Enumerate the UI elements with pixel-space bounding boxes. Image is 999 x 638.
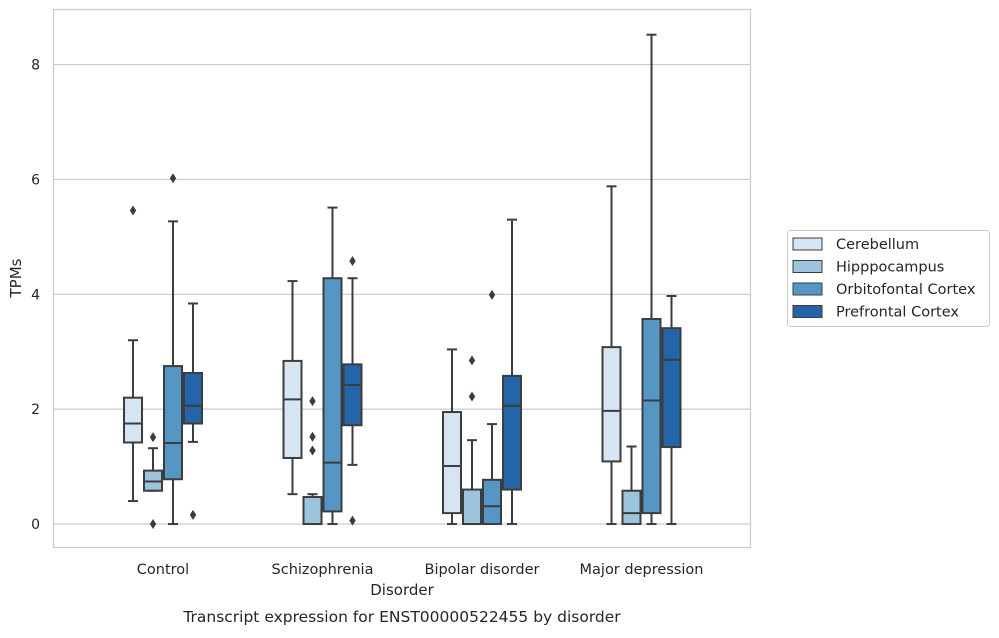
box-plot xyxy=(302,396,323,526)
x-tick-label: Major depression xyxy=(580,562,704,578)
plot-frame xyxy=(52,8,752,549)
y-tick-labels: 0 2 4 6 8 xyxy=(31,58,40,533)
legend-label: Orbitofontal Cortex xyxy=(836,282,976,298)
x-tick-label: Bipolar disorder xyxy=(425,562,540,578)
outlier-point xyxy=(349,515,356,526)
box-plot xyxy=(123,205,143,503)
box-plot xyxy=(442,348,462,526)
outlier-point xyxy=(189,509,197,520)
y-tick-label: 8 xyxy=(31,58,40,74)
box-iqr xyxy=(482,478,502,526)
box-iqr xyxy=(601,346,622,463)
box-plot xyxy=(641,33,662,526)
plot-boxes xyxy=(123,33,682,530)
y-tick-label: 2 xyxy=(31,402,40,418)
box-iqr xyxy=(621,489,642,526)
box-plot xyxy=(601,185,622,526)
box-plot xyxy=(482,289,502,526)
box-plot xyxy=(661,295,682,526)
x-axis-label: Disorder xyxy=(370,581,434,599)
box-plot xyxy=(462,355,482,526)
legend-frame xyxy=(787,230,990,327)
outlier-point xyxy=(309,445,316,456)
legend-label: Hipppocampus xyxy=(836,260,944,276)
y-axis-label: TPMs xyxy=(7,258,25,298)
box-plot xyxy=(502,218,522,526)
box-iqr xyxy=(123,396,143,444)
legend-swatch xyxy=(792,282,823,296)
box-iqr xyxy=(641,317,662,515)
box-plot xyxy=(621,445,642,526)
legend-label: Prefrontal Cortex xyxy=(836,305,959,321)
box-iqr xyxy=(163,365,183,481)
outlier-point xyxy=(468,355,476,366)
outlier-point xyxy=(488,289,496,300)
legend-label: Cerebellum xyxy=(836,237,919,253)
box-iqr xyxy=(661,327,682,449)
outlier-point xyxy=(349,255,356,266)
box-iqr xyxy=(183,371,203,425)
box-plot xyxy=(282,280,303,496)
outlier-point xyxy=(468,391,476,402)
outlier-point xyxy=(309,396,316,407)
box-plot xyxy=(183,302,203,520)
x-tick-labels: Control Schizophrenia Bipolar disorder Majo… xyxy=(137,562,704,578)
x-tick-label: Control xyxy=(137,562,189,578)
chart-caption: Transcript expression for ENST0000052245… xyxy=(182,608,621,626)
box-iqr xyxy=(442,411,462,515)
outlier-point xyxy=(169,173,177,184)
outlier-point xyxy=(129,205,137,216)
outlier-point xyxy=(309,431,316,442)
legend-swatch xyxy=(792,305,823,318)
legend: Cerebellum Hipppocampus Orbitofontal Corte… xyxy=(787,230,990,327)
box-iqr xyxy=(342,363,363,427)
box-iqr xyxy=(302,496,323,526)
y-tick-label: 0 xyxy=(31,517,40,533)
outlier-point xyxy=(149,432,157,443)
box-plot xyxy=(143,432,163,530)
y-tick-label: 6 xyxy=(31,172,40,188)
legend-swatch xyxy=(792,260,823,273)
legend-swatch xyxy=(792,237,823,251)
x-tick-label: Schizophrenia xyxy=(272,562,374,578)
box-iqr xyxy=(282,359,303,459)
box-plot xyxy=(322,206,343,526)
box-plot xyxy=(163,173,183,526)
box-iqr xyxy=(502,374,522,491)
y-tick-label: 4 xyxy=(31,287,40,303)
box-plot xyxy=(342,255,363,526)
outlier-point xyxy=(149,519,157,530)
box-iqr xyxy=(322,277,343,513)
box-iqr xyxy=(462,488,482,526)
